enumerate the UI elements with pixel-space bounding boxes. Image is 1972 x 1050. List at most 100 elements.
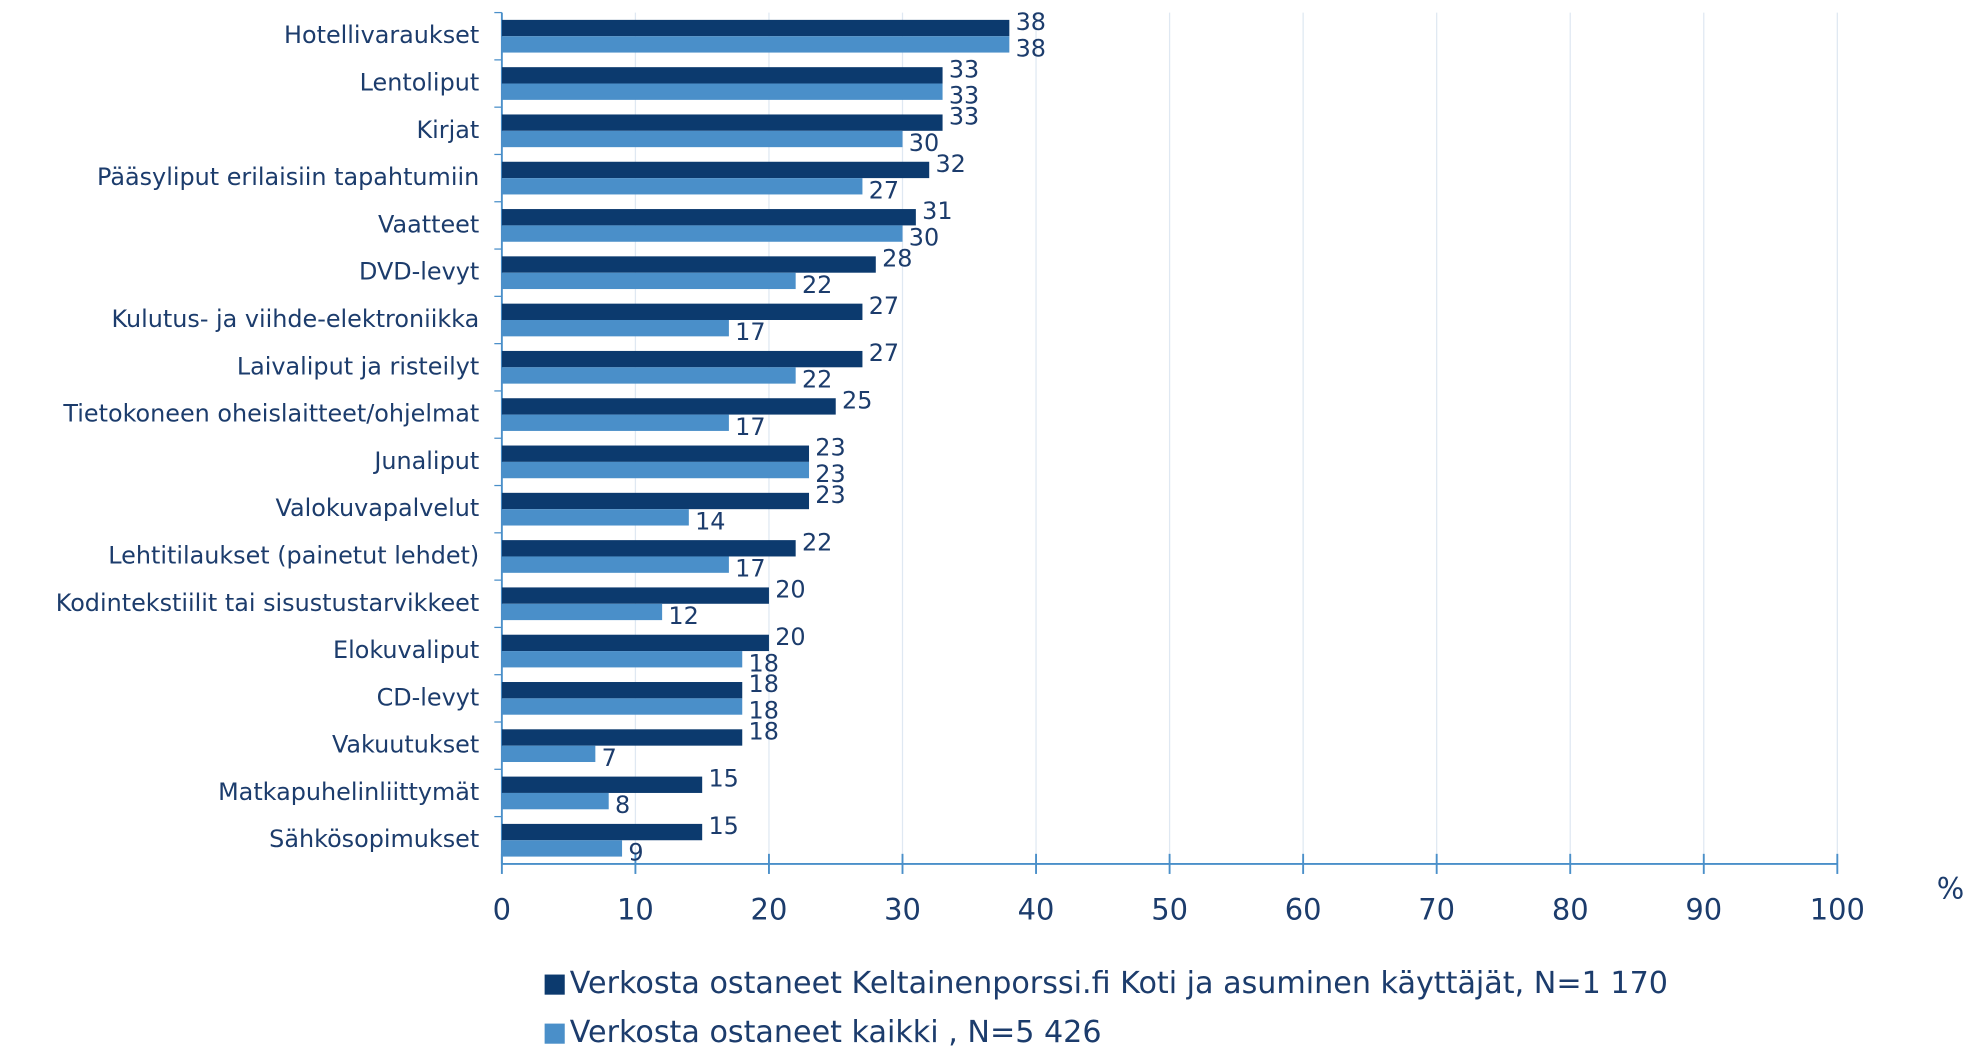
value-label: 15: [708, 765, 738, 793]
y-tick-label: DVD-levyt: [359, 258, 479, 286]
x-tick-label: 40: [1018, 893, 1055, 927]
value-label: 23: [815, 481, 845, 509]
bar: [501, 823, 703, 841]
y-tick-label: Matkapuhelinliittymät: [218, 778, 479, 806]
value-label: 12: [668, 602, 698, 630]
bar: [501, 67, 943, 84]
y-tick-label: Elokuvaliput: [333, 636, 479, 664]
value-label: 18: [749, 670, 779, 698]
y-tick-label: Kirjat: [416, 116, 479, 144]
value-label: 23: [815, 460, 845, 488]
value-label: 30: [909, 129, 939, 157]
value-label: 18: [749, 649, 779, 677]
bar: [501, 840, 623, 857]
value-label: 17: [735, 318, 765, 346]
bar: [501, 682, 743, 699]
value-label: 22: [802, 271, 832, 299]
value-label: 23: [815, 434, 845, 462]
value-label: 32: [935, 150, 965, 178]
bar: [501, 350, 863, 368]
y-tick-label: Lentoliput: [360, 69, 480, 97]
value-label: 30: [909, 224, 939, 252]
value-label: 22: [802, 528, 832, 556]
bar: [501, 445, 810, 462]
bar: [501, 19, 1010, 37]
x-tick-label: 20: [751, 893, 788, 927]
bar: [501, 587, 769, 604]
x-tick-label: 50: [1151, 893, 1188, 927]
value-label: 33: [949, 82, 979, 110]
bar: [501, 776, 703, 793]
y-tick-label: Vaatteet: [378, 210, 479, 238]
x-tick-label: 10: [617, 893, 654, 927]
value-label: 33: [949, 55, 979, 83]
legend-swatch: [544, 1023, 565, 1044]
bar: [501, 36, 1010, 53]
x-tick-label: 70: [1418, 893, 1455, 927]
bar: [501, 209, 916, 226]
bar: [501, 540, 796, 557]
value-label: 27: [869, 292, 899, 320]
bar: [501, 161, 930, 179]
value-label: 17: [735, 413, 765, 441]
value-label: 27: [869, 176, 899, 204]
bar: [501, 729, 743, 746]
value-label: 8: [615, 791, 630, 819]
legend-swatch: [544, 974, 565, 995]
x-tick-label: 100: [1810, 893, 1865, 927]
bar: [501, 745, 596, 763]
value-label: 9: [628, 838, 643, 866]
bar: [501, 651, 743, 668]
bar: [501, 272, 796, 290]
value-label: 18: [749, 697, 779, 725]
value-label: 33: [949, 103, 979, 131]
value-label: 38: [1016, 8, 1046, 36]
value-label: 20: [775, 576, 805, 604]
bar: [501, 634, 769, 652]
value-label: 31: [922, 197, 952, 225]
value-label: 25: [842, 386, 872, 414]
y-tick-label: Kodintekstiilit tai sisustustarvikkeet: [56, 589, 479, 617]
bar: [501, 178, 863, 195]
value-label: 20: [775, 623, 805, 651]
bar: [501, 367, 796, 384]
x-tick-label: 60: [1285, 893, 1322, 927]
y-tick-label: Laivaliput ja risteilyt: [237, 352, 479, 380]
bar: [501, 492, 810, 510]
value-label: 15: [708, 812, 738, 840]
y-tick-label: Junaliput: [372, 447, 479, 475]
x-tick-label: 90: [1685, 893, 1722, 927]
y-tick-label: Sähkösopimukset: [269, 825, 479, 853]
y-tick-label: Pääsyliput erilaisiin tapahtumiin: [97, 163, 479, 191]
y-tick-label: Valokuvapalvelut: [276, 494, 480, 522]
bar: [501, 319, 729, 337]
legend-label: Verkosta ostaneet kaikki , N=5 426: [570, 1015, 1102, 1050]
value-label: 17: [735, 555, 765, 583]
bar: [501, 603, 663, 621]
bar: [501, 225, 903, 242]
bar: [501, 256, 876, 273]
bar: [501, 556, 729, 573]
bar: [501, 303, 863, 320]
x-axis-label: %: [1937, 871, 1964, 905]
bar: [501, 83, 943, 100]
bar: [501, 698, 743, 715]
y-tick-label: CD-levyt: [377, 683, 480, 711]
y-tick-label: Vakuutukset: [332, 731, 479, 759]
y-tick-label: Kulutus- ja viihde-elektroniikka: [112, 305, 480, 333]
bar: [501, 398, 836, 415]
y-tick-label: Tietokoneen oheislaitteet/ohjelmat: [62, 400, 479, 428]
value-label: 38: [1016, 34, 1046, 62]
y-tick-label: Hotellivaraukset: [284, 21, 479, 49]
value-label: 7: [602, 744, 617, 772]
bar: [501, 114, 943, 131]
value-label: 22: [802, 365, 832, 393]
value-label: 18: [749, 717, 779, 745]
x-tick-label: 80: [1552, 893, 1589, 927]
x-tick-label: 0: [493, 893, 511, 927]
legend-label: Verkosta ostaneet Keltainenporssi.fi Kot…: [570, 966, 1668, 1001]
value-label: 28: [882, 244, 912, 272]
bar: [501, 414, 729, 431]
bar: [501, 130, 903, 148]
